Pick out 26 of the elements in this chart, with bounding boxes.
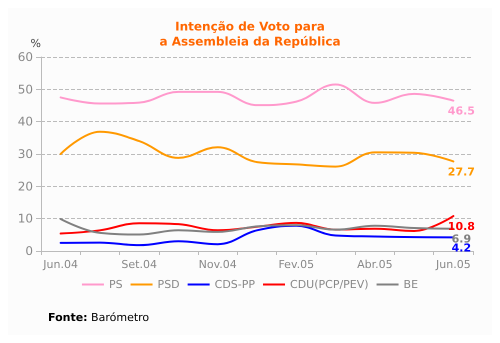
x-tick-label: Nov.04 — [198, 258, 237, 271]
line-series — [60, 130, 454, 168]
data-label: 27.7 — [448, 165, 475, 178]
x-tick-label: Jun.05 — [435, 258, 471, 271]
legend-label: CDS-PP — [214, 278, 256, 291]
legend-label: PS — [108, 278, 123, 291]
y-tick-label: 60 — [18, 50, 33, 64]
y-tick-label: 40 — [18, 114, 33, 129]
y-tick-label: 50 — [18, 82, 33, 96]
data-label: 10.8 — [448, 220, 475, 234]
chart-title: Intenção de Voto para a Assembleia da República — [159, 20, 341, 48]
y-tick-label: 10 — [18, 212, 33, 226]
legend-label: BE — [404, 278, 418, 291]
y-tick-label: 30 — [18, 147, 33, 161]
line-series — [60, 83, 454, 106]
y-tick-label: 20 — [18, 179, 33, 194]
data-label: 46.5 — [448, 104, 475, 118]
x-tick-label: Jun.04 — [42, 258, 78, 271]
y-axis-title: % — [30, 37, 41, 50]
x-tick-label: Set.04 — [121, 258, 157, 271]
y-tick-label: 0 — [25, 244, 33, 258]
x-tick-label: Abr.05 — [357, 258, 393, 271]
legend-label: CDU(PCP/PEV) — [290, 278, 369, 291]
source-note: Fonte: Barómetro — [48, 311, 150, 324]
legend-label: PSD — [158, 278, 180, 291]
x-tick-label: Fev.05 — [278, 258, 314, 271]
